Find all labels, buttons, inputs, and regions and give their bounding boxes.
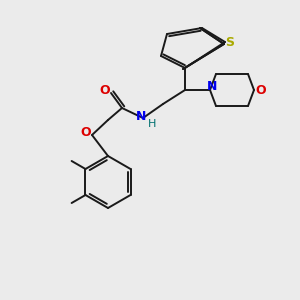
- Text: H: H: [148, 119, 156, 129]
- Text: S: S: [226, 35, 235, 49]
- Text: N: N: [207, 80, 217, 92]
- Text: O: O: [81, 127, 91, 140]
- Text: O: O: [100, 85, 110, 98]
- Text: O: O: [256, 83, 266, 97]
- Text: N: N: [136, 110, 146, 122]
